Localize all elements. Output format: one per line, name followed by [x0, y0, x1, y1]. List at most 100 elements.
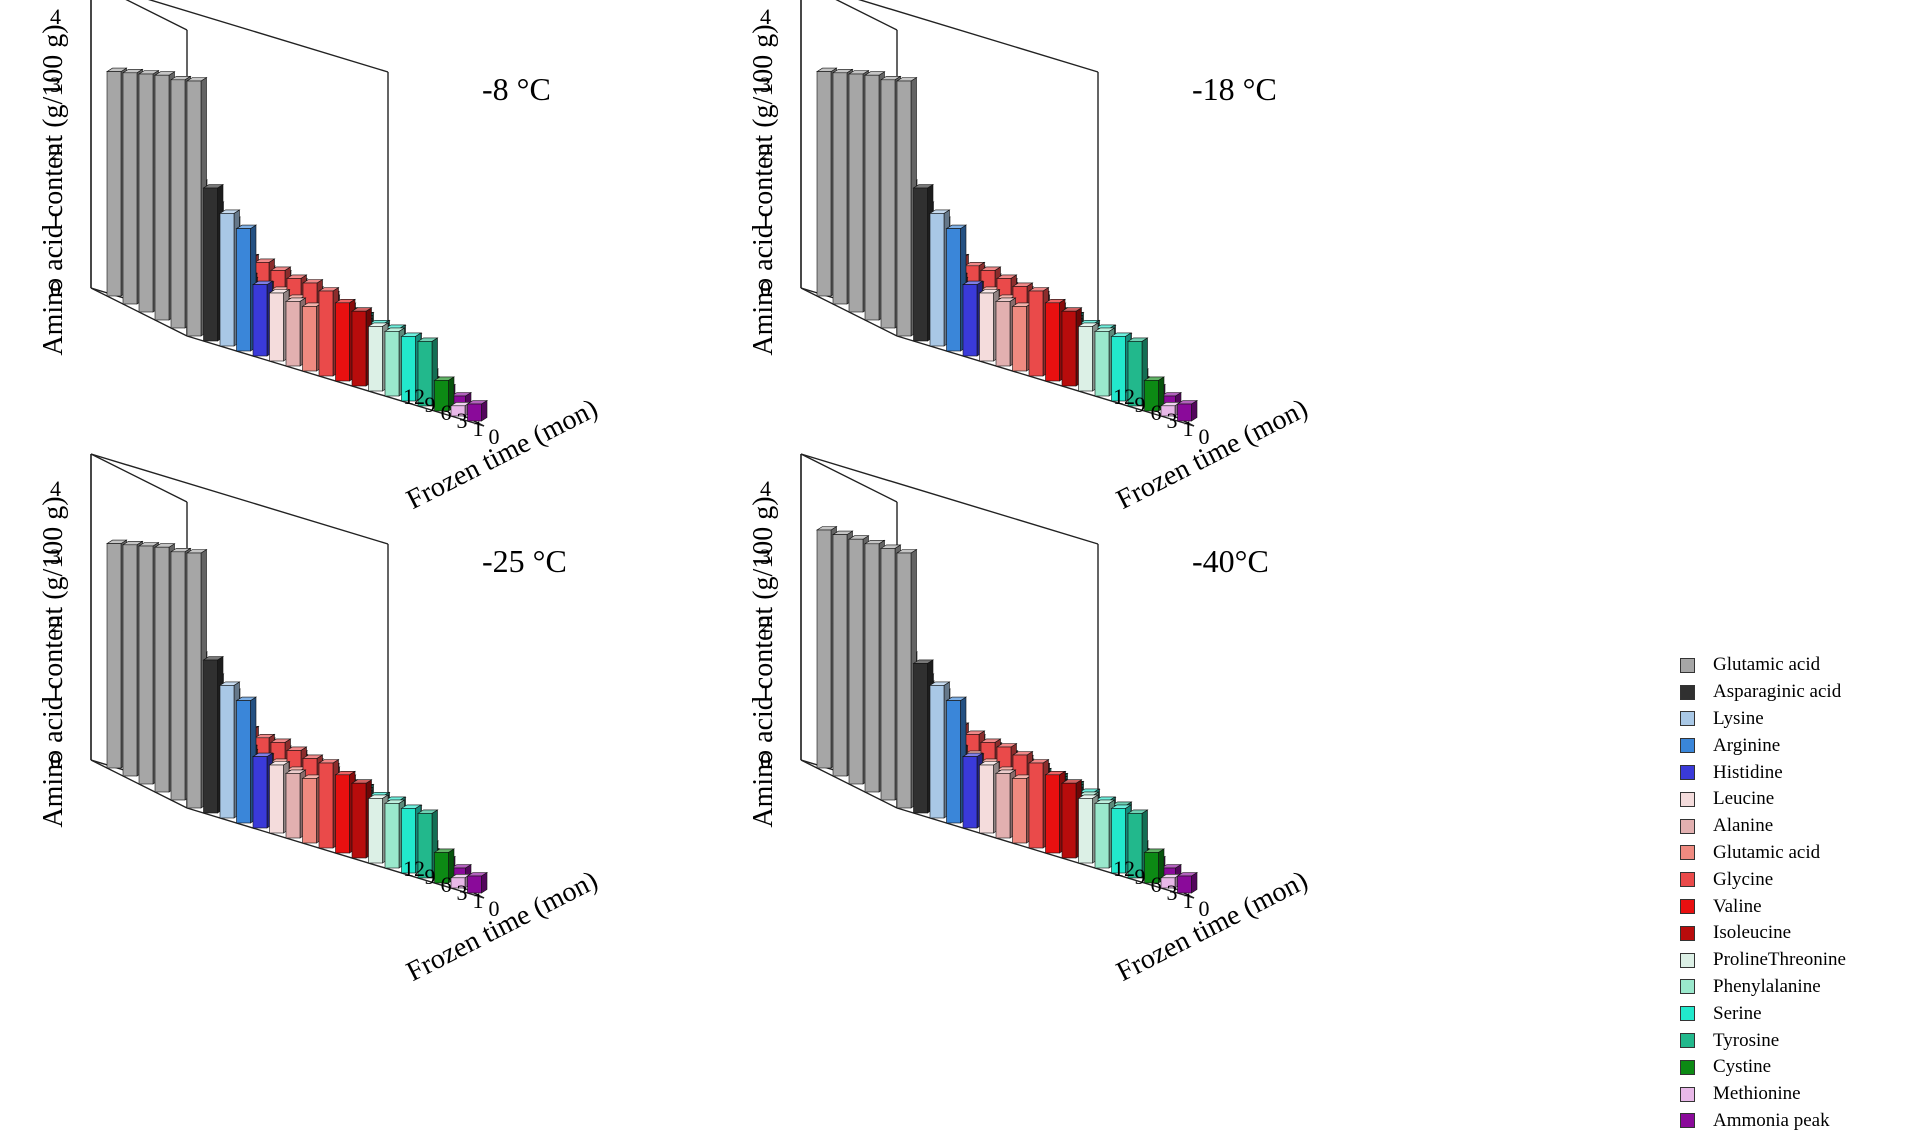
- bar: [1143, 376, 1166, 412]
- legend-label: ProlineThreonine: [1713, 949, 1846, 971]
- legend-item: ProlineThreonine: [1680, 947, 1905, 974]
- legend-swatch: [1680, 818, 1695, 834]
- legend-label: Glutamic acid: [1713, 841, 1821, 863]
- legend-item: Alanine: [1680, 813, 1905, 840]
- legend: Glutamic acid Asparaginic acid Lysine Argin…: [1680, 652, 1905, 1134]
- legend-item: Glutamic acid: [1680, 652, 1905, 679]
- bar: [466, 871, 489, 894]
- y-axis-label: Amino acid content (g/100 g): [38, 496, 69, 827]
- frozen-time-tick-label: 12: [1113, 384, 1135, 409]
- y-tick-label: 0: [50, 276, 61, 301]
- bars: [815, 525, 1199, 894]
- legend-item: Asparaginic acid: [1680, 679, 1905, 706]
- y-tick-label: 2: [50, 612, 61, 637]
- legend-swatch: [1680, 1033, 1695, 1049]
- legend-label: Isoleucine: [1713, 922, 1792, 944]
- legend-item: Serine: [1680, 1000, 1905, 1027]
- bar: [945, 224, 968, 352]
- legend-swatch: [1680, 1059, 1695, 1075]
- y-tick-label: 4: [50, 4, 61, 29]
- frozen-time-tick-label: 0: [1199, 896, 1210, 921]
- bar: [1126, 809, 1149, 879]
- legend-item: Phenylalanine: [1680, 974, 1905, 1001]
- y-axis-label: Amino acid content (g/100 g): [38, 24, 69, 355]
- bar: [1143, 848, 1166, 884]
- y-tick-label: 3: [760, 72, 771, 97]
- legend-item: Arginine: [1680, 732, 1905, 759]
- legend-swatch: [1680, 925, 1695, 941]
- bar: [1176, 399, 1199, 422]
- frozen-time-tick-label: 1: [473, 416, 484, 441]
- legend-swatch: [1680, 1006, 1695, 1022]
- legend-label: Ammonia peak: [1713, 1109, 1830, 1131]
- frozen-time-tick-label: 0: [489, 896, 500, 921]
- legend-label: Cystine: [1713, 1056, 1772, 1078]
- legend-label: Tyrosine: [1713, 1029, 1780, 1051]
- y-tick-label: 1: [50, 680, 61, 705]
- frozen-time-tick-label: 0: [1199, 424, 1210, 449]
- legend-item: Ammonia peak: [1680, 1108, 1905, 1135]
- bar: [433, 376, 456, 412]
- panel-title: -8 °C: [482, 71, 551, 107]
- frozen-time-tick-label: 1: [1183, 416, 1194, 441]
- legend-label: Glycine: [1713, 868, 1774, 890]
- legend-item: Valine: [1680, 893, 1905, 920]
- y-axis-label: Amino acid content (g/100 g): [748, 24, 779, 355]
- legend-swatch: [1680, 845, 1695, 861]
- legend-label: Phenylalanine: [1713, 975, 1821, 997]
- bar: [466, 399, 489, 422]
- y-axis-label: Amino acid content (g/100 g): [748, 496, 779, 827]
- frozen-time-tick-label: 3: [1167, 408, 1178, 433]
- frozen-time-tick-label: 0: [489, 424, 500, 449]
- legend-swatch: [1680, 711, 1695, 727]
- y-tick-label: 4: [760, 476, 771, 501]
- legend-item: Lysine: [1680, 706, 1905, 733]
- panel-title: -40°C: [1192, 543, 1269, 579]
- legend-label: Glutamic acid: [1713, 654, 1821, 676]
- legend-label: Lysine: [1713, 707, 1764, 729]
- y-tick-label: 0: [50, 748, 61, 773]
- legend-swatch: [1680, 899, 1695, 915]
- frozen-time-tick-label: 3: [457, 408, 468, 433]
- legend-swatch: [1680, 765, 1695, 781]
- frozen-time-tick-label: 12: [1113, 856, 1135, 881]
- frozen-time-tick-label: 1: [1183, 888, 1194, 913]
- frozen-time-tick-label: 6: [441, 872, 452, 897]
- bars: [105, 67, 489, 422]
- y-tick-label: 1: [50, 208, 61, 233]
- y-tick-label: 1: [760, 680, 771, 705]
- frozen-time-tick-label: 6: [1151, 872, 1162, 897]
- legend-label: Asparaginic acid: [1713, 681, 1842, 703]
- y-tick-label: 2: [50, 140, 61, 165]
- legend-swatch: [1680, 872, 1695, 888]
- legend-item: Glutamic acid: [1680, 840, 1905, 867]
- legend-label: Leucine: [1713, 788, 1775, 810]
- legend-item: Tyrosine: [1680, 1027, 1905, 1054]
- frozen-time-tick-label: 12: [403, 384, 425, 409]
- frozen-time-tick-label: 9: [1135, 392, 1146, 417]
- frozen-time-tick-label: 9: [425, 864, 436, 889]
- legend-item: Methionine: [1680, 1081, 1905, 1108]
- legend-label: Alanine: [1713, 815, 1774, 837]
- legend-label: Valine: [1713, 895, 1762, 917]
- frozen-time-tick-label: 9: [1135, 864, 1146, 889]
- bar: [1044, 298, 1067, 382]
- frozen-time-tick-label: 3: [1167, 880, 1178, 905]
- legend-item: Glycine: [1680, 866, 1905, 893]
- legend-swatch: [1680, 657, 1695, 673]
- y-tick-label: 3: [760, 544, 771, 569]
- legend-swatch: [1680, 979, 1695, 995]
- frozen-time-tick-label: 12: [403, 856, 425, 881]
- legend-item: Isoleucine: [1680, 920, 1905, 947]
- bar: [416, 337, 439, 407]
- legend-label: Serine: [1713, 1002, 1762, 1024]
- frozen-time-tick-label: 6: [441, 400, 452, 425]
- y-tick-label: 0: [760, 276, 771, 301]
- legend-swatch: [1680, 1113, 1695, 1129]
- legend-swatch: [1680, 684, 1695, 700]
- frozen-time-tick-label: 1: [473, 888, 484, 913]
- frozen-time-tick-label: 9: [425, 392, 436, 417]
